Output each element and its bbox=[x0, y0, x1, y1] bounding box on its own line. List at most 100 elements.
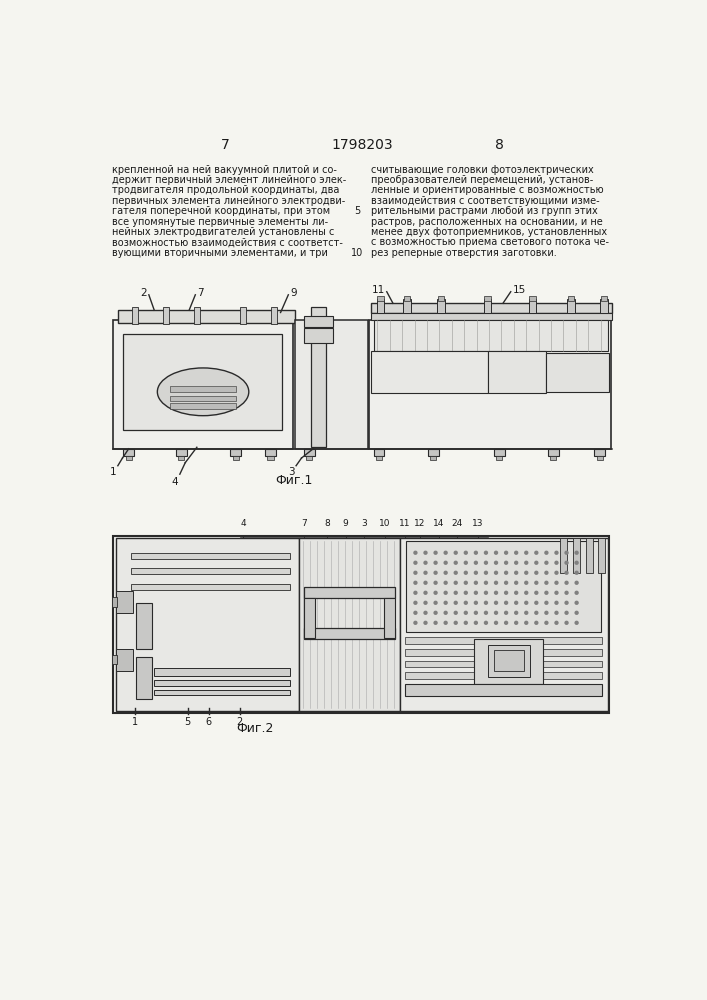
Circle shape bbox=[484, 551, 488, 555]
Circle shape bbox=[464, 551, 468, 555]
Bar bbox=[304, 587, 395, 598]
Circle shape bbox=[564, 621, 568, 625]
Circle shape bbox=[433, 601, 438, 605]
Bar bbox=[371, 351, 488, 393]
Bar bbox=[265, 449, 276, 456]
Text: нейных электродвигателей установлены с: нейных электродвигателей установлены с bbox=[112, 227, 334, 237]
Text: 8: 8 bbox=[495, 138, 503, 152]
Circle shape bbox=[544, 581, 549, 585]
Circle shape bbox=[564, 581, 568, 585]
Text: держит первичный элемент линейного элек-: держит первичный элемент линейного элек- bbox=[112, 175, 346, 185]
Bar bbox=[126, 456, 132, 460]
Circle shape bbox=[443, 591, 448, 595]
Circle shape bbox=[443, 621, 448, 625]
Text: рительными растрами любой из групп этих: рительными растрами любой из групп этих bbox=[371, 206, 598, 216]
Text: 4: 4 bbox=[172, 477, 178, 487]
Bar bbox=[586, 538, 593, 573]
Circle shape bbox=[464, 611, 468, 615]
Circle shape bbox=[464, 561, 468, 565]
Bar bbox=[371, 303, 612, 312]
Circle shape bbox=[484, 581, 488, 585]
Circle shape bbox=[494, 601, 498, 605]
Circle shape bbox=[554, 561, 559, 565]
Bar bbox=[484, 296, 491, 301]
Bar bbox=[115, 649, 132, 671]
Circle shape bbox=[564, 611, 568, 615]
Circle shape bbox=[524, 571, 528, 575]
Circle shape bbox=[464, 591, 468, 595]
Text: 6: 6 bbox=[206, 717, 211, 727]
Circle shape bbox=[544, 601, 549, 605]
Text: первичных элемента линейного электродви-: первичных элемента линейного электродви- bbox=[112, 196, 345, 206]
Bar bbox=[400, 538, 607, 711]
Circle shape bbox=[433, 611, 438, 615]
Circle shape bbox=[474, 621, 478, 625]
Bar bbox=[118, 310, 295, 323]
Circle shape bbox=[534, 561, 539, 565]
Circle shape bbox=[504, 611, 508, 615]
Circle shape bbox=[514, 611, 518, 615]
Circle shape bbox=[494, 571, 498, 575]
Bar bbox=[437, 299, 445, 313]
Bar bbox=[369, 320, 611, 449]
Text: 3: 3 bbox=[361, 519, 367, 528]
Bar bbox=[131, 568, 290, 574]
Bar bbox=[376, 456, 382, 460]
Bar bbox=[194, 307, 200, 324]
Circle shape bbox=[443, 571, 448, 575]
Bar bbox=[267, 456, 274, 460]
Bar bbox=[230, 449, 241, 456]
Circle shape bbox=[564, 551, 568, 555]
Bar bbox=[601, 296, 607, 301]
Circle shape bbox=[414, 551, 418, 555]
Bar bbox=[530, 296, 535, 301]
Bar bbox=[373, 449, 385, 456]
Circle shape bbox=[423, 581, 428, 585]
Circle shape bbox=[474, 601, 478, 605]
Circle shape bbox=[494, 621, 498, 625]
Bar bbox=[304, 628, 395, 639]
Circle shape bbox=[554, 551, 559, 555]
Circle shape bbox=[554, 571, 559, 575]
Circle shape bbox=[524, 601, 528, 605]
Text: возможностью взаимодействия с соответст-: возможностью взаимодействия с соответст- bbox=[112, 237, 342, 247]
Circle shape bbox=[514, 551, 518, 555]
Circle shape bbox=[575, 551, 579, 555]
Bar bbox=[170, 386, 236, 392]
Bar bbox=[404, 296, 410, 301]
Bar bbox=[548, 449, 559, 456]
Circle shape bbox=[575, 571, 579, 575]
Circle shape bbox=[534, 621, 539, 625]
Text: 7: 7 bbox=[221, 138, 230, 152]
Circle shape bbox=[414, 601, 418, 605]
Circle shape bbox=[484, 571, 488, 575]
Text: 5: 5 bbox=[354, 206, 361, 216]
Circle shape bbox=[494, 611, 498, 615]
Bar bbox=[406, 541, 602, 632]
Circle shape bbox=[454, 581, 458, 585]
Text: крепленной на ней вакуумной плитой и со-: крепленной на ней вакуумной плитой и со- bbox=[112, 165, 337, 175]
Text: 13: 13 bbox=[472, 519, 484, 528]
Circle shape bbox=[494, 591, 498, 595]
Circle shape bbox=[524, 621, 528, 625]
Bar bbox=[123, 449, 134, 456]
Circle shape bbox=[544, 591, 549, 595]
Circle shape bbox=[544, 561, 549, 565]
Bar bbox=[484, 299, 491, 313]
Bar bbox=[295, 320, 368, 449]
Text: все упомянутые первичные элементы ли-: все упомянутые первичные элементы ли- bbox=[112, 217, 328, 227]
Circle shape bbox=[534, 571, 539, 575]
Bar bbox=[304, 449, 315, 456]
Text: 14: 14 bbox=[433, 519, 445, 528]
Bar bbox=[132, 307, 138, 324]
Circle shape bbox=[575, 611, 579, 615]
Circle shape bbox=[414, 581, 418, 585]
Bar bbox=[299, 538, 400, 711]
Circle shape bbox=[454, 561, 458, 565]
Circle shape bbox=[534, 591, 539, 595]
Circle shape bbox=[484, 591, 488, 595]
Circle shape bbox=[474, 551, 478, 555]
Circle shape bbox=[544, 571, 549, 575]
Bar bbox=[115, 591, 132, 613]
Circle shape bbox=[474, 581, 478, 585]
